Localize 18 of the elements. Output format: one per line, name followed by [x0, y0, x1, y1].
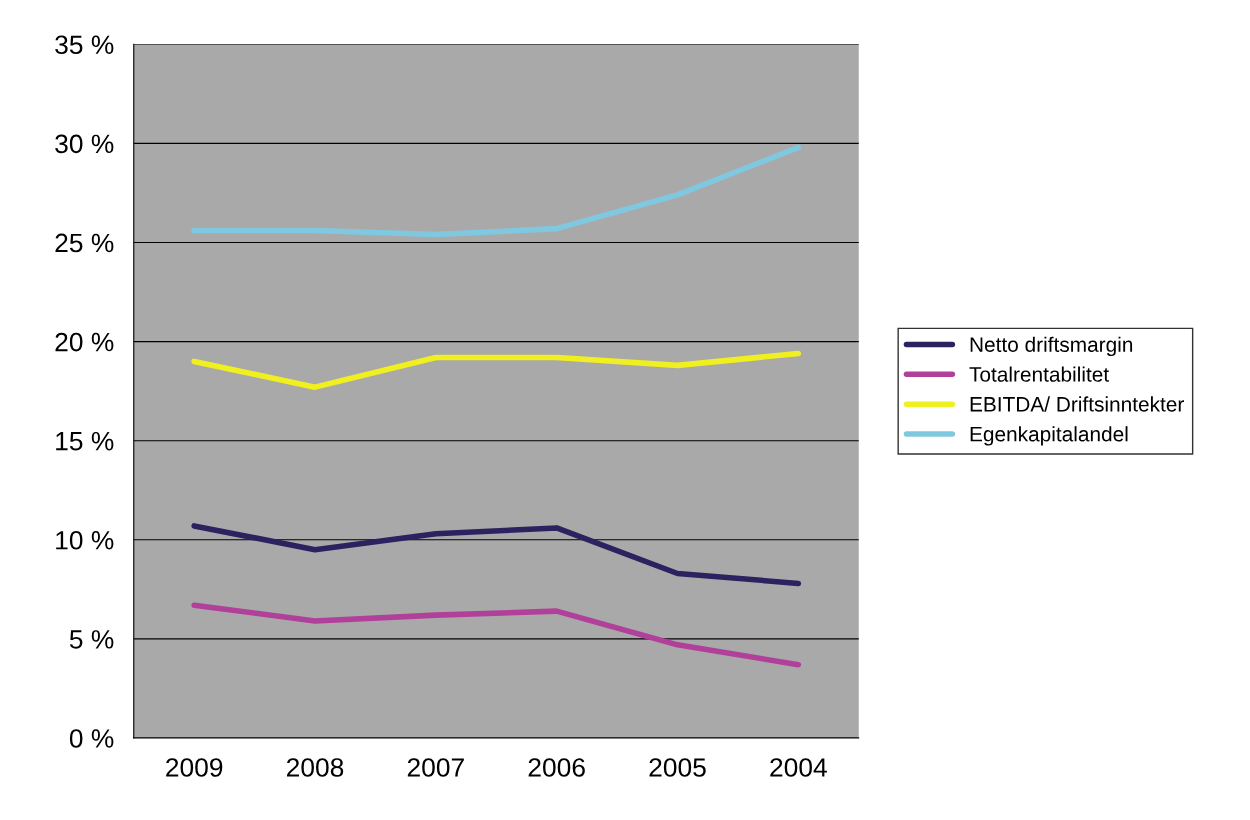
y-tick-label: 0 % [69, 729, 114, 748]
x-tick-label: 2009 [166, 758, 223, 777]
y-tick-label: 20 % [55, 332, 114, 352]
x-tick-label: 2006 [528, 758, 585, 777]
x-tick-label: 2008 [286, 758, 344, 777]
legend-label: Egenkapitalandel [970, 426, 1128, 446]
x-tick-label: 2005 [649, 758, 706, 777]
legend-label: Netto driftsmargin [970, 336, 1133, 357]
legend-label: EBITDA/ Driftsinntekter [970, 396, 1184, 412]
y-tick-label: 15 % [56, 431, 114, 451]
x-tick-label: 2004 [770, 758, 827, 777]
y-tick-label: 5 % [69, 630, 114, 649]
legend-label: Totalrentabilitet [969, 366, 1109, 382]
y-tick-label: 30 % [55, 134, 114, 154]
y-tick-label: 25 % [55, 233, 114, 253]
y-tick-label: 35 % [55, 35, 114, 55]
y-tick-label: 10 % [56, 530, 114, 550]
x-tick-label: 2007 [407, 758, 464, 777]
